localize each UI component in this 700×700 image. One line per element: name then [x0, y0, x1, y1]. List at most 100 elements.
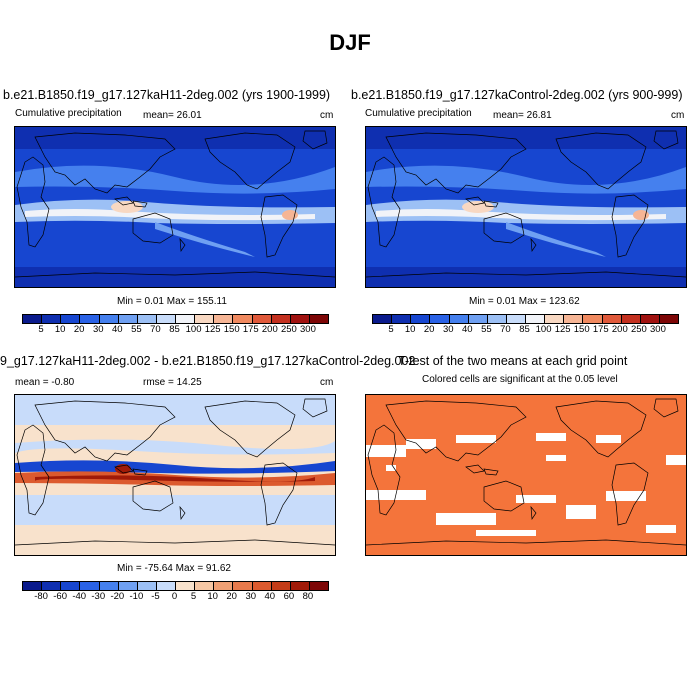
colorbar-tick-label: 300 [650, 324, 666, 335]
colorbar-tick-label: 175 [242, 324, 259, 335]
colorbar-swatch [214, 315, 234, 323]
colorbar-swatch [233, 315, 253, 323]
diff-band-north [15, 395, 335, 425]
coastline [530, 505, 537, 521]
colorbar-swatch [252, 315, 272, 323]
coastline [114, 464, 148, 476]
colorbar-swatch [564, 315, 584, 323]
colorbar-tick-label: 300 [300, 324, 316, 335]
colorbar-tick-label: -20 [110, 591, 125, 602]
ttest-insignificant-cell [456, 435, 496, 443]
coastline [653, 130, 679, 150]
ttest-insignificant-cell [366, 445, 406, 457]
colorbar-swatch [430, 315, 450, 323]
colorbar-tick-label: 70 [150, 324, 161, 335]
panel4-title: T-test of the two means at each grid poi… [398, 354, 628, 368]
ttest-insignificant-cell [606, 491, 646, 501]
precip-band-north [15, 127, 335, 149]
panel2-colorbar [372, 314, 679, 324]
colorbar-swatch [309, 315, 328, 323]
coastline [367, 424, 401, 516]
coastline [483, 480, 525, 512]
ttest-insignificant-cell [436, 513, 496, 525]
coastline [366, 539, 686, 546]
colorbar-tick-label: 250 [280, 324, 297, 335]
colorbar-swatch [195, 582, 215, 590]
ttest-insignificant-cell [646, 525, 676, 533]
precip-spcz [506, 222, 606, 257]
coastline [385, 132, 527, 194]
colorbar-tick-label: 20 [73, 324, 85, 335]
colorbar-swatch [449, 315, 469, 323]
panel1-colorbar [22, 314, 329, 324]
colorbar-tick-label: 5 [388, 324, 394, 335]
coastline [611, 462, 649, 526]
panel3-difference-map [14, 394, 336, 556]
coastline [204, 132, 296, 190]
panel3-colorbar-ticks: -80 -60 -40 -30 -20 -10 -5 0 5 10 20 30 40 60 80 [22, 591, 327, 603]
colorbar-tick-label: 125 [554, 324, 571, 335]
colorbar-swatch [137, 315, 157, 323]
panel2-mean: mean= 26.81 [493, 110, 552, 121]
ttest-insignificant-cell [596, 435, 621, 443]
colorbar-tick-label: 30 [442, 324, 454, 335]
coastline [16, 424, 50, 516]
colorbar-tick-label: 5 [190, 591, 197, 602]
panel3-rmse: rmse = 14.25 [143, 377, 202, 388]
coastline [483, 212, 525, 244]
colorbar-tick-label: 70 [500, 324, 511, 335]
panel1-case-title: b.e21.B1850.f19_g17.127kaH11-2deg.002 (y… [3, 88, 331, 102]
panel1-colorbar-ticks: 5 10 20 30 40 55 70 85 100 125 150 175 200 250 300 [22, 324, 327, 336]
colorbar-swatch [137, 582, 157, 590]
panel2-units: cm [671, 110, 685, 121]
colorbar-tick-label: 200 [611, 324, 628, 335]
colorbar-swatch [61, 315, 81, 323]
colorbar-tick-label: 125 [204, 324, 221, 335]
colorbar-swatch [61, 582, 81, 590]
colorbar-swatch [156, 582, 176, 590]
colorbar-swatch [99, 315, 119, 323]
coastline [15, 271, 335, 278]
colorbar-swatch [602, 315, 622, 323]
coastline [367, 156, 401, 248]
colorbar-tick-label: -60 [53, 591, 67, 602]
panel1-mean: mean= 26.01 [143, 110, 202, 121]
colorbar-tick-label: 10 [207, 591, 218, 602]
colorbar-swatch [583, 315, 603, 323]
colorbar-swatch [659, 315, 678, 323]
colorbar-swatch [526, 315, 546, 323]
colorbar-tick-label: 30 [92, 324, 104, 335]
colorbar-swatch [271, 315, 291, 323]
panel3-case-title: 9_g17.127kaH11-2deg.002 - b.e21.B1850.f1… [0, 354, 416, 368]
panel3-mean: mean = -0.80 [15, 377, 75, 388]
colorbar-swatch [42, 315, 62, 323]
coastline [555, 132, 647, 190]
panel2-colorbar-ticks: 5 10 20 30 40 55 70 85 100 125 150 175 200 250 300 [372, 324, 677, 336]
colorbar-swatch [468, 315, 488, 323]
coastline [302, 130, 328, 150]
colorbar-tick-label: 150 [223, 324, 240, 335]
precip-itcz-core [25, 209, 315, 221]
colorbar-tick-label: 85 [519, 324, 530, 335]
diff-midlat-band [15, 439, 335, 455]
ttest-insignificant-cell [536, 433, 566, 441]
colorbar-swatch [373, 315, 393, 323]
precip-band-north [366, 127, 686, 149]
ttest-insignificant-cell [386, 465, 396, 471]
colorbar-tick-label: 100 [185, 324, 202, 335]
colorbar-swatch [80, 582, 100, 590]
colorbar-swatch [99, 582, 119, 590]
colorbar-tick-label: 20 [423, 324, 435, 335]
panel4-subtitle: Colored cells are significant at the 0.0… [422, 374, 618, 385]
panel2-minmax: Min = 0.01 Max = 123.62 [469, 296, 580, 307]
coastline [530, 237, 537, 253]
colorbar-tick-label: 5 [38, 324, 44, 335]
colorbar-swatch [214, 582, 234, 590]
ttest-insignificant-cell [666, 455, 686, 465]
colorbar-swatch [487, 315, 507, 323]
coastline [179, 237, 186, 253]
precip-storm-track [366, 165, 686, 194]
coastline [465, 196, 499, 208]
colorbar-tick-label: 40 [264, 591, 276, 602]
colorbar-tick-label: 40 [112, 324, 123, 335]
